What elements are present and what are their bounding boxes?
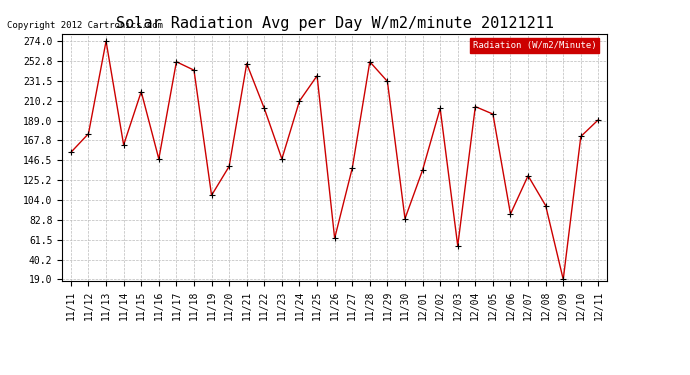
Text: Copyright 2012 Cartronics.com: Copyright 2012 Cartronics.com [7, 21, 163, 30]
Title: Solar Radiation Avg per Day W/m2/minute 20121211: Solar Radiation Avg per Day W/m2/minute … [116, 16, 553, 31]
Text: Radiation (W/m2/Minute): Radiation (W/m2/Minute) [473, 41, 596, 50]
